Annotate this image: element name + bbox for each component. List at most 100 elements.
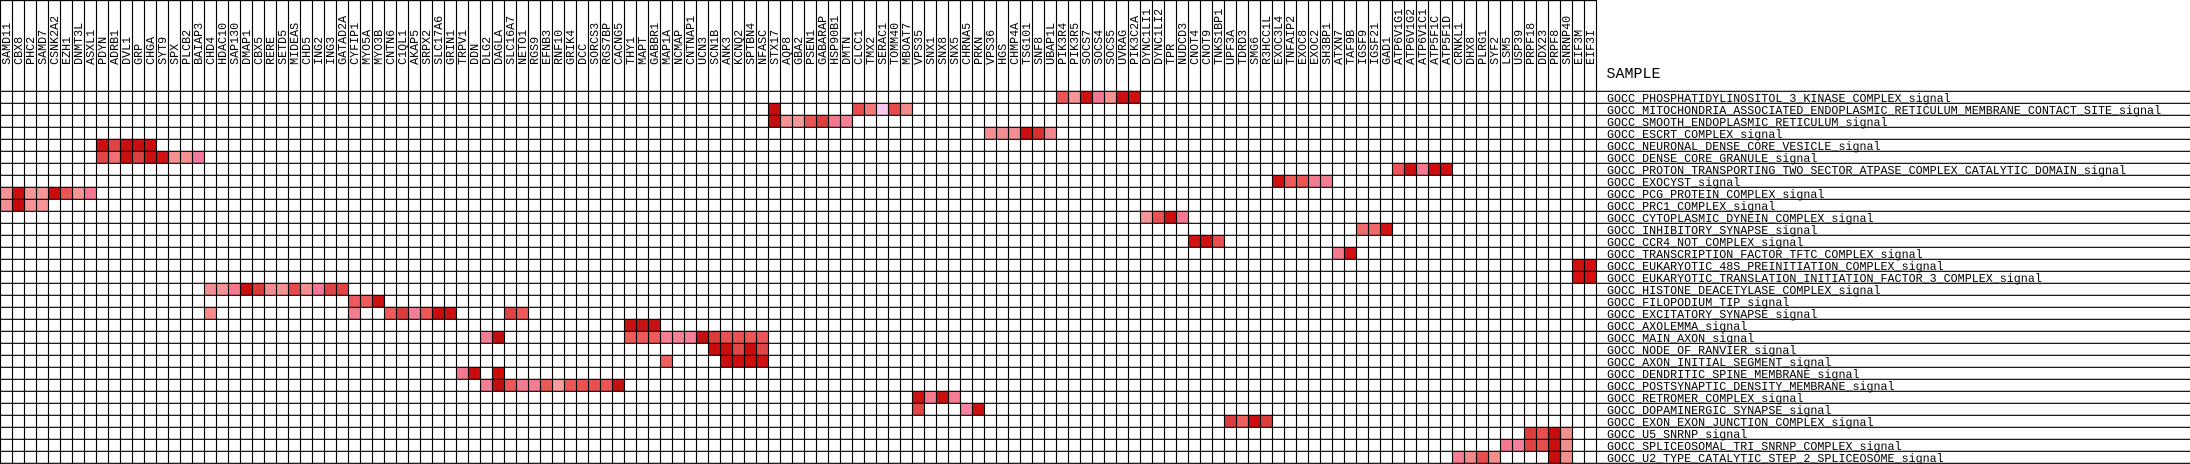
svg-text:SOCS4: SOCS4 xyxy=(1092,30,1106,65)
svg-text:VPS35: VPS35 xyxy=(912,30,926,65)
svg-text:DDN: DDN xyxy=(468,44,482,65)
svg-text:GOCC_DOPAMINERGIC_SYNAPSE_sign: GOCC_DOPAMINERGIC_SYNAPSE_signal xyxy=(1607,404,1831,418)
svg-text:GATAD2A: GATAD2A xyxy=(336,15,350,65)
svg-text:TOMM40: TOMM40 xyxy=(888,23,902,65)
svg-text:GOCC_RETROMER_COMPLEX_signal: GOCC_RETROMER_COMPLEX_signal xyxy=(1607,392,1803,406)
svg-text:MYO3B: MYO3B xyxy=(372,30,386,65)
svg-text:GOCC_ESCRT_COMPLEX_signal: GOCC_ESCRT_COMPLEX_signal xyxy=(1607,128,1782,142)
svg-text:RERE: RERE xyxy=(264,37,278,65)
svg-text:SMG6: SMG6 xyxy=(1248,37,1262,65)
svg-text:UPF3A: UPF3A xyxy=(1224,29,1238,65)
svg-text:GOCC_U2_TYPE_CATALYTIC_STEP_2_: GOCC_U2_TYPE_CATALYTIC_STEP_2_SPLICEOSOM… xyxy=(1607,452,1944,464)
svg-text:NFASC: NFASC xyxy=(756,30,770,65)
svg-text:USP39: USP39 xyxy=(1512,30,1526,65)
svg-text:DYNC1LI1: DYNC1LI1 xyxy=(1140,9,1154,65)
svg-text:CSNK2A2: CSNK2A2 xyxy=(48,16,62,65)
svg-text:EIF3I: EIF3I xyxy=(1584,30,1598,65)
svg-text:CHD4: CHD4 xyxy=(204,37,218,65)
svg-text:THY1: THY1 xyxy=(624,37,638,65)
svg-text:EXOC8: EXOC8 xyxy=(1296,30,1310,65)
svg-text:MIDEAS: MIDEAS xyxy=(288,23,302,65)
svg-text:GRP: GRP xyxy=(132,44,146,65)
svg-text:EXOC2: EXOC2 xyxy=(1308,30,1322,65)
svg-text:GOCC_PHOSPHATIDYLINOSITOL_3_KI: GOCC_PHOSPHATIDYLINOSITOL_3_KINASE_COMPL… xyxy=(1607,92,1951,106)
svg-text:ATXN7: ATXN7 xyxy=(1332,30,1346,65)
svg-text:TRPV1: TRPV1 xyxy=(456,30,470,65)
svg-text:SAP130: SAP130 xyxy=(228,23,242,65)
svg-text:CACNG5: CACNG5 xyxy=(612,23,626,65)
svg-text:GOCC_INHIBITORY_SYNAPSE_signal: GOCC_INHIBITORY_SYNAPSE_signal xyxy=(1607,224,1817,238)
svg-text:DDX23: DDX23 xyxy=(1536,30,1550,65)
svg-text:SCN1B: SCN1B xyxy=(708,30,722,65)
svg-text:GRIN1: GRIN1 xyxy=(444,30,458,65)
svg-text:CNTNAP1: CNTNAP1 xyxy=(684,16,698,65)
svg-text:PIK3R4: PIK3R4 xyxy=(1056,23,1070,65)
svg-text:GOCC_SPLICEOSOMAL_TRI_SNRNP_CO: GOCC_SPLICEOSOMAL_TRI_SNRNP_COMPLEX_sign… xyxy=(1607,440,1902,454)
svg-text:HDAC10: HDAC10 xyxy=(216,23,230,65)
svg-text:ING3: ING3 xyxy=(324,37,338,65)
svg-text:GOCC_EXOCYST_signal: GOCC_EXOCYST_signal xyxy=(1607,176,1740,190)
svg-text:CBX5: CBX5 xyxy=(252,37,266,65)
svg-text:SNX8: SNX8 xyxy=(936,37,950,65)
svg-text:TPR: TPR xyxy=(1164,44,1178,65)
svg-text:SYT9: SYT9 xyxy=(156,37,170,65)
svg-text:ADRB1: ADRB1 xyxy=(108,30,122,65)
svg-text:EIF3M: EIF3M xyxy=(1572,30,1586,65)
svg-text:GOCC_PRC1_COMPLEX_signal: GOCC_PRC1_COMPLEX_signal xyxy=(1607,200,1775,214)
svg-text:RGS7BP: RGS7BP xyxy=(600,23,614,65)
svg-text:SOCS5: SOCS5 xyxy=(1104,30,1118,65)
svg-text:CNTN6: CNTN6 xyxy=(384,30,398,65)
svg-text:SETD5: SETD5 xyxy=(276,30,290,65)
svg-text:UVRAG: UVRAG xyxy=(1116,30,1130,65)
svg-text:GOCC_FILOPODIUM_TIP_signal: GOCC_FILOPODIUM_TIP_signal xyxy=(1607,296,1789,310)
svg-text:GOCC_NODE_OF_RANVIER_signal: GOCC_NODE_OF_RANVIER_signal xyxy=(1607,344,1796,358)
svg-text:SNX5: SNX5 xyxy=(948,37,962,65)
svg-text:DCC: DCC xyxy=(576,44,590,65)
svg-text:SAMD7: SAMD7 xyxy=(36,30,50,65)
svg-text:HSP90B1: HSP90B1 xyxy=(828,16,842,65)
svg-text:STX17: STX17 xyxy=(768,30,782,65)
svg-text:MAPT: MAPT xyxy=(636,37,650,65)
svg-text:CRNKL1: CRNKL1 xyxy=(1452,23,1466,65)
svg-text:GOCC_EXON_EXON_JUNCTION_COMPLE: GOCC_EXON_EXON_JUNCTION_COMPLEX_signal xyxy=(1607,416,1874,430)
svg-text:UCN3: UCN3 xyxy=(696,37,710,65)
svg-text:TMX2: TMX2 xyxy=(864,37,878,65)
svg-text:GOCC_HISTONE_DEACETYLASE_COMPL: GOCC_HISTONE_DEACETYLASE_COMPLEX_signal xyxy=(1607,284,1881,298)
svg-text:GOCC_SMOOTH_ENDOPLASMIC_RETICU: GOCC_SMOOTH_ENDOPLASMIC_RETICULUM_signal xyxy=(1607,116,1888,130)
svg-text:GOCC_U5_SNRNP_signal: GOCC_U5_SNRNP_signal xyxy=(1607,428,1747,442)
svg-text:SNF8: SNF8 xyxy=(1032,37,1046,65)
svg-text:DAGLA: DAGLA xyxy=(492,29,506,65)
svg-text:ANK3: ANK3 xyxy=(720,37,734,65)
svg-text:R3HCC1L: R3HCC1L xyxy=(1260,16,1274,65)
svg-text:IGSF21: IGSF21 xyxy=(1368,23,1382,65)
svg-text:GOCC_AXON_INITIAL_SEGMENT_sign: GOCC_AXON_INITIAL_SEGMENT_signal xyxy=(1607,356,1831,370)
svg-text:ATP6V1G2: ATP6V1G2 xyxy=(1404,9,1418,65)
svg-text:NETO1: NETO1 xyxy=(516,30,530,65)
svg-text:GOCC_DENSE_CORE_GRANULE_signal: GOCC_DENSE_CORE_GRANULE_signal xyxy=(1607,152,1817,166)
svg-text:PLRG1: PLRG1 xyxy=(1476,30,1490,65)
svg-text:CHGA: CHGA xyxy=(144,36,158,65)
svg-text:AKAP5: AKAP5 xyxy=(408,30,422,65)
svg-text:SERAC1: SERAC1 xyxy=(876,23,890,65)
svg-text:GRIK4: GRIK4 xyxy=(564,30,578,65)
svg-text:SRPX2: SRPX2 xyxy=(420,30,434,65)
svg-text:ING2: ING2 xyxy=(312,37,326,65)
svg-text:SOCS7: SOCS7 xyxy=(1080,30,1094,65)
svg-text:HGS: HGS xyxy=(996,44,1010,65)
svg-text:DLG2: DLG2 xyxy=(480,37,494,65)
svg-text:PHC2: PHC2 xyxy=(24,37,38,65)
svg-text:SNX1: SNX1 xyxy=(924,37,938,65)
svg-text:GOCC_DENDRITIC_SPINE_MEMBRANE_: GOCC_DENDRITIC_SPINE_MEMBRANE_signal xyxy=(1607,368,1860,382)
svg-text:C1QL1: C1QL1 xyxy=(396,30,410,65)
svg-text:NUDCD3: NUDCD3 xyxy=(1176,23,1190,65)
svg-text:BAIAP3: BAIAP3 xyxy=(192,23,206,65)
svg-text:EZH1: EZH1 xyxy=(60,37,74,65)
svg-text:CLCC1: CLCC1 xyxy=(852,30,866,65)
svg-text:SORCS3: SORCS3 xyxy=(588,23,602,65)
svg-text:SPTBN4: SPTBN4 xyxy=(744,23,758,65)
svg-text:EXOC3L4: EXOC3L4 xyxy=(1272,16,1286,65)
svg-text:CHD5: CHD5 xyxy=(300,37,314,65)
svg-text:EFNB3: EFNB3 xyxy=(540,30,554,65)
svg-text:TSG101: TSG101 xyxy=(1020,23,1034,65)
svg-text:CHRNA5: CHRNA5 xyxy=(960,23,974,65)
